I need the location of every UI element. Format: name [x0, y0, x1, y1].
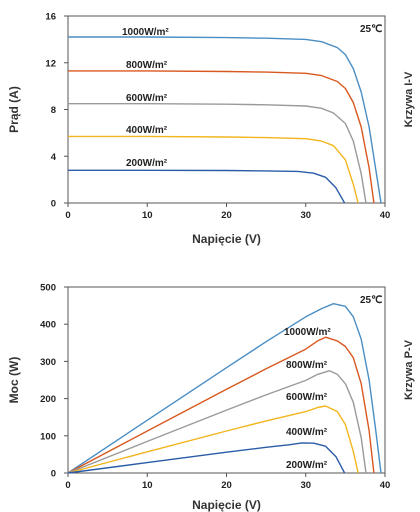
pv-temperature-annotation: 25℃	[360, 295, 382, 306]
iv-y-tick-label: 8	[51, 105, 56, 116]
pv-series-line-3	[67, 405, 359, 474]
iv-y-tick-label: 12	[45, 58, 56, 69]
iv-series-line-2	[68, 102, 367, 204]
pv-y-tick-label: 200	[40, 394, 56, 405]
iv-series-label-0: 1000W/m²	[122, 27, 169, 38]
pv-series-line-4	[67, 442, 346, 474]
pv-series-line-2	[67, 370, 367, 474]
pv-x-tick-label: 10	[142, 480, 153, 491]
pv-y-tick-label: 0	[51, 469, 56, 480]
iv-y-tick-label: 0	[51, 199, 56, 210]
pv-series-label-1: 800W/m²	[286, 360, 328, 371]
iv-series-label-4: 200W/m²	[126, 158, 168, 169]
pv-series-label-3: 400W/m²	[286, 427, 328, 438]
iv-x-tick-label: 30	[300, 210, 311, 221]
pv-y-tick-label: 400	[40, 320, 56, 331]
iv-series-line-0	[68, 36, 382, 204]
iv-side-label: Krzywa I-V	[403, 71, 415, 127]
pv-side-label: Krzywa P-V	[403, 339, 415, 400]
pv-y-tick-label: 500	[40, 283, 56, 294]
pv-x-axis-label: Napięcie (V)	[192, 498, 261, 512]
iv-plot-frame	[67, 15, 386, 204]
iv-y-axis-label: Prąd (A)	[7, 86, 21, 133]
iv-temperature-annotation: 25℃	[360, 24, 382, 35]
iv-series-label-2: 600W/m²	[126, 93, 168, 104]
iv-y-tick-label: 4	[51, 152, 57, 163]
pv-series-line-1	[67, 336, 375, 474]
iv-x-tick-label: 20	[221, 210, 232, 221]
pv-x-tick-label: 30	[300, 480, 311, 491]
iv-y-tick-label: 16	[45, 12, 56, 23]
iv-x-tick-label: 10	[142, 210, 153, 221]
pv-y-tick-label: 300	[40, 357, 56, 368]
pv-series-label-2: 600W/m²	[286, 392, 328, 403]
iv-x-tick-label: 40	[380, 210, 391, 221]
iv-series-line-1	[68, 70, 375, 204]
iv-x-axis-label: Napięcie (V)	[192, 232, 261, 246]
pv-series-line-0	[67, 303, 382, 474]
iv-series-line-4	[68, 169, 346, 204]
pv-series-label-0: 1000W/m²	[284, 327, 331, 338]
iv-series-line-3	[68, 135, 359, 204]
iv-series-label-1: 800W/m²	[126, 60, 168, 71]
pv-series-label-4: 200W/m²	[286, 460, 328, 471]
pv-y-axis-label: Moc (W)	[7, 357, 21, 404]
iv-series-label-3: 400W/m²	[126, 125, 168, 136]
pv-x-tick-label: 40	[380, 480, 391, 491]
iv-x-tick-label: 0	[65, 210, 70, 221]
pv-x-tick-label: 0	[65, 480, 70, 491]
pv-plot-frame	[67, 286, 386, 474]
pv-y-tick-label: 100	[40, 431, 56, 442]
pv-x-tick-label: 20	[221, 480, 232, 491]
